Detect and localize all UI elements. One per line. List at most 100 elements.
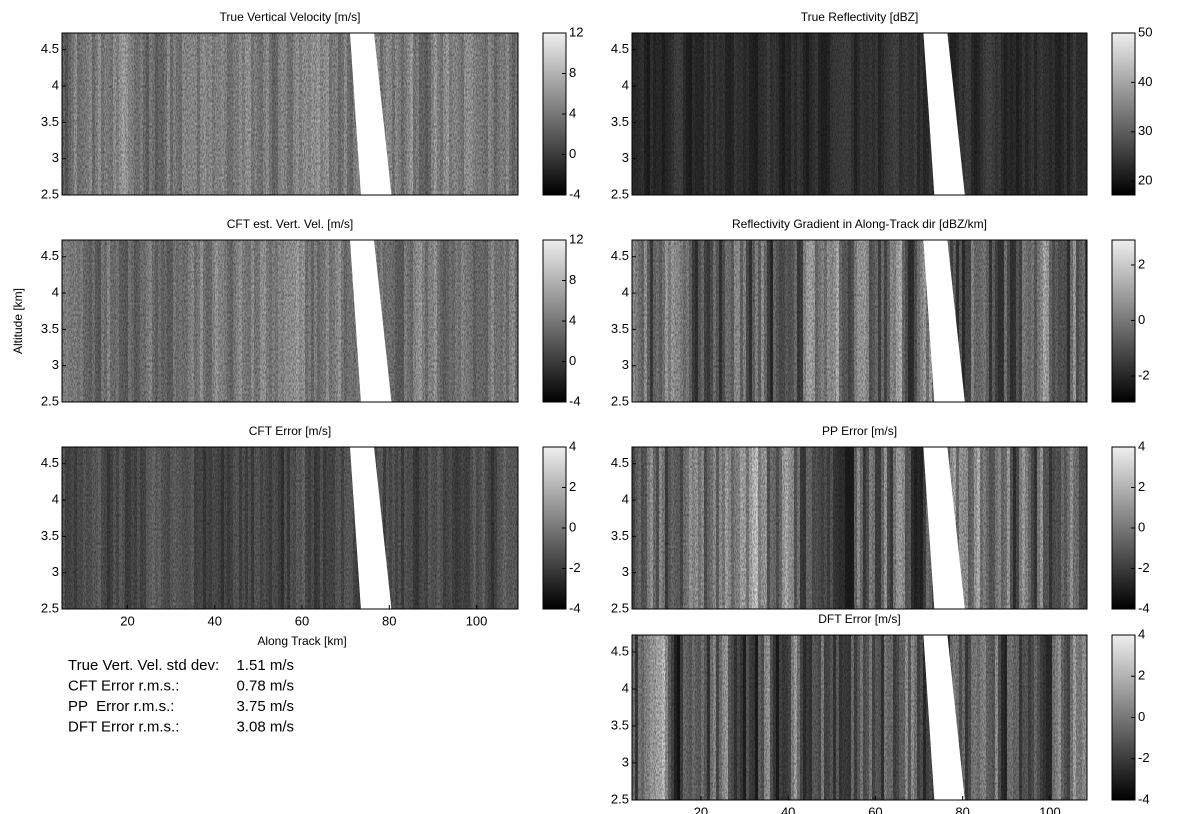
panel-title: CFT est. Vert. Vel. [m/s] bbox=[227, 217, 353, 231]
plot-frame bbox=[61, 239, 519, 403]
stat-label: True Vert. Vel. std dev: bbox=[68, 657, 219, 674]
y-tick-label: 4.5 bbox=[41, 41, 59, 56]
colorbar-tick-label: 8 bbox=[569, 65, 576, 80]
stat-value: 1.51 m/s bbox=[236, 657, 294, 674]
plot-frame bbox=[631, 634, 1088, 801]
missing-data bbox=[923, 635, 965, 800]
colorbar-tick-label: 0 bbox=[569, 146, 576, 161]
heatmap-image bbox=[62, 33, 518, 195]
heatmap-noise bbox=[62, 33, 518, 195]
heatmap-image bbox=[632, 635, 1087, 800]
y-tick-label: 4 bbox=[52, 491, 59, 506]
colorbar-tick-label: 0 bbox=[1138, 709, 1145, 724]
y-tick-label: 3.5 bbox=[611, 114, 629, 129]
heatmap-noise bbox=[62, 447, 518, 609]
heatmap-image bbox=[632, 447, 1087, 609]
heatmap-noise bbox=[632, 33, 1087, 195]
colorbar-tick-label: 0 bbox=[569, 519, 576, 534]
plot-frame bbox=[61, 32, 519, 196]
colorbar bbox=[1111, 32, 1136, 196]
x-tick-label: 80 bbox=[955, 804, 969, 814]
y-tick-label: 4.5 bbox=[611, 41, 629, 56]
y-tick-label: 3.5 bbox=[41, 528, 59, 543]
y-tick-label: 4.5 bbox=[611, 643, 629, 658]
y-tick-label: 4 bbox=[622, 680, 629, 695]
colorbar-tick-label: 30 bbox=[1138, 123, 1152, 138]
panel: Reflectivity Gradient in Along-Track dir… bbox=[611, 217, 1150, 408]
y-tick-label: 3.5 bbox=[611, 321, 629, 336]
x-tick-label: 100 bbox=[466, 613, 488, 628]
missing-data bbox=[923, 33, 965, 195]
panel: True Vertical Velocity [m/s] 2.5 3 3.5 4 4.5 -… bbox=[41, 10, 584, 201]
y-tick-label: 2.5 bbox=[41, 600, 59, 615]
colorbar-tick-label: 4 bbox=[1138, 438, 1145, 453]
x-tick-label: 80 bbox=[382, 613, 396, 628]
heatmap-image bbox=[62, 447, 518, 609]
y-tick-label: 3.5 bbox=[41, 114, 59, 129]
y-tick-label: 4.5 bbox=[611, 455, 629, 470]
panel: True Reflectivity [dBZ] 2.5 3 3.5 4 4.5 20 30 40… bbox=[611, 10, 1153, 201]
y-tick-label: 3.5 bbox=[611, 717, 629, 732]
panel-title: Reflectivity Gradient in Along-Track dir… bbox=[732, 217, 987, 231]
missing-data bbox=[350, 33, 392, 195]
panel-title: DFT Error [m/s] bbox=[818, 612, 900, 626]
plot-frame bbox=[631, 446, 1088, 610]
colorbar-tick-label: 50 bbox=[1138, 24, 1152, 39]
plot-frame bbox=[631, 32, 1088, 196]
colorbar-tick-label: -2 bbox=[1138, 560, 1150, 575]
colorbar-tick-label: -4 bbox=[569, 600, 581, 615]
panel-title: CFT Error [m/s] bbox=[249, 424, 331, 438]
y-tick-label: 2.5 bbox=[611, 186, 629, 201]
plot-frame bbox=[631, 239, 1088, 403]
colorbar-tick-label: -2 bbox=[1138, 367, 1150, 382]
y-tick-label: 3 bbox=[52, 564, 59, 579]
heatmap-noise bbox=[632, 635, 1087, 800]
y-tick-label: 4 bbox=[52, 77, 59, 92]
colorbar-tick-label: 2 bbox=[1138, 256, 1145, 271]
colorbar-tick-label: 2 bbox=[1138, 668, 1145, 683]
heatmap-image bbox=[632, 33, 1087, 195]
missing-data bbox=[923, 447, 965, 609]
panel: DFT Error [m/s]2.533.544.520406080100Alo… bbox=[611, 612, 1150, 814]
colorbar-tick-label: 2 bbox=[1138, 479, 1145, 494]
y-tick-label: 4.5 bbox=[41, 455, 59, 470]
heatmap-image bbox=[632, 240, 1087, 402]
colorbar-tick-label: 12 bbox=[569, 24, 583, 39]
colorbar-tick-label: 4 bbox=[1138, 626, 1145, 641]
y-tick-label: 2.5 bbox=[41, 393, 59, 408]
y-tick-label: 2.5 bbox=[611, 393, 629, 408]
stat-label: PP Error r.m.s.: bbox=[68, 698, 174, 715]
colorbar-tick-label: -4 bbox=[569, 186, 581, 201]
panel: CFT Error [m/s]2.533.544.520 40 60 80 100Alo… bbox=[41, 424, 581, 648]
x-tick-label: 60 bbox=[295, 613, 309, 628]
stats-block: True Vert. Vel. std dev: 1.51 m/s CFT Erro… bbox=[68, 657, 294, 736]
colorbar-tick-label: 0 bbox=[1138, 312, 1145, 327]
y-tick-label: 4 bbox=[622, 77, 629, 92]
heatmap-noise bbox=[632, 447, 1087, 609]
colorbar bbox=[1111, 239, 1136, 403]
y-tick-label: 4 bbox=[622, 491, 629, 506]
missing-data bbox=[923, 240, 965, 402]
panel-title: PP Error [m/s] bbox=[822, 424, 897, 438]
colorbar-tick-label: 4 bbox=[569, 105, 576, 120]
panel-title: True Reflectivity [dBZ] bbox=[801, 10, 919, 24]
panel: PP Error [m/s] 2.5 3 3.5 4 4.5 -4 -2 0 2 4 bbox=[611, 424, 1150, 615]
colorbar-tick-label: -2 bbox=[569, 560, 581, 575]
heatmap-image bbox=[62, 240, 518, 402]
x-tick-label: 100 bbox=[1039, 804, 1061, 814]
y-tick-label: 2.5 bbox=[611, 791, 629, 806]
colorbar-tick-label: 4 bbox=[569, 438, 576, 453]
heatmap-noise bbox=[62, 240, 518, 402]
x-axis-label: Along Track [km] bbox=[257, 634, 346, 648]
colorbar-tick-label: -4 bbox=[1138, 600, 1150, 615]
y-tick-label: 3 bbox=[52, 357, 59, 372]
colorbar-tick-label: 8 bbox=[569, 272, 576, 287]
heatmap-noise bbox=[632, 240, 1087, 402]
x-tick-label: 20 bbox=[120, 613, 134, 628]
x-tick-label: 60 bbox=[868, 804, 882, 814]
y-tick-label: 4.5 bbox=[41, 248, 59, 263]
y-tick-label: 3.5 bbox=[41, 321, 59, 336]
y-tick-label: 3.5 bbox=[611, 528, 629, 543]
y-tick-label: 4 bbox=[622, 284, 629, 299]
colorbar-tick-label: -4 bbox=[569, 393, 581, 408]
